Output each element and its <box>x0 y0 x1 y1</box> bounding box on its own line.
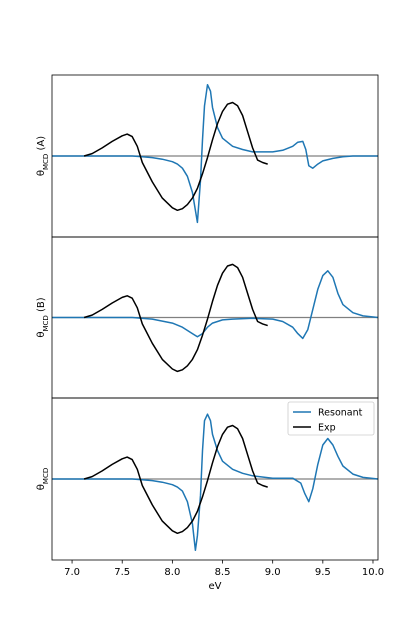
panel-c-ylabel: θMCD <box>36 468 50 490</box>
panel-c: θMCD <box>36 397 379 561</box>
x-tick-label: 10.0 <box>362 567 384 578</box>
series-line-resonant <box>52 413 379 552</box>
series-line-resonant <box>52 270 379 340</box>
series-line-exp <box>83 101 268 212</box>
x-tick-label: 9.0 <box>265 567 281 578</box>
legend: Resonant Exp <box>287 401 375 436</box>
x-tick-label: 8.5 <box>215 567 231 578</box>
x-tick-label: 8.0 <box>164 567 180 578</box>
x-tick-label: 9.5 <box>315 567 331 578</box>
x-tick-label: 7.0 <box>64 567 80 578</box>
series-line-resonant <box>52 83 378 224</box>
panel-c-frame <box>51 397 379 561</box>
x-axis-label: eV <box>209 581 222 592</box>
panel-a-ylabel: θMCD (A) <box>36 136 50 176</box>
panel-b-ylabel: θMCD (B) <box>36 297 50 337</box>
x-axis-ticks: 7.0 7.5 8.0 8.5 9.0 9.5 10.0 <box>64 560 384 578</box>
legend-label-exp: Exp <box>318 423 336 434</box>
legend-label-resonant: Resonant <box>318 408 363 419</box>
series-line-exp <box>83 263 268 373</box>
series-line-exp <box>83 424 268 535</box>
panel-b: θMCD (B) <box>36 236 379 399</box>
x-tick-label: 7.5 <box>114 567 130 578</box>
